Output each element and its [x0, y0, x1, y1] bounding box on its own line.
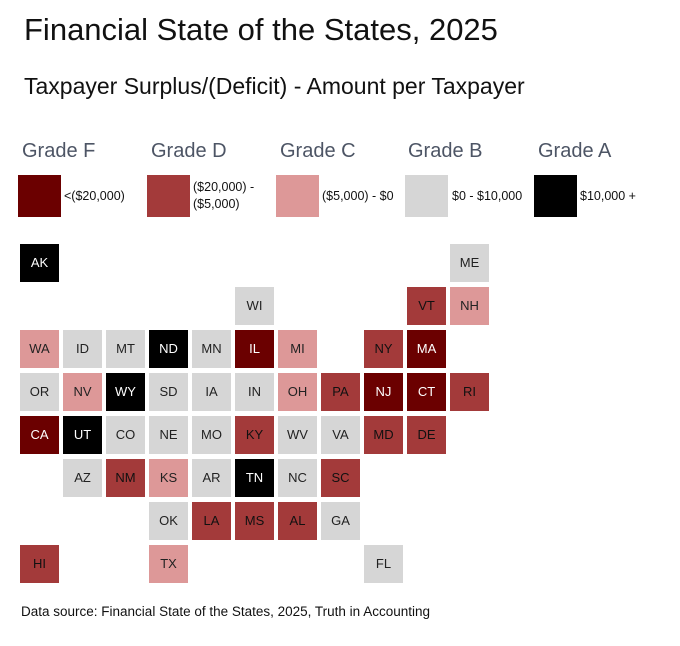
- state-tile-ut: UT: [63, 416, 102, 454]
- state-tile-ma: MA: [407, 330, 446, 368]
- legend-swatch-f: [18, 175, 61, 217]
- state-tile-ri: RI: [450, 373, 489, 411]
- state-tile-ia: IA: [192, 373, 231, 411]
- state-tile-pa: PA: [321, 373, 360, 411]
- legend-range-c: ($5,000) - $0: [322, 189, 394, 203]
- legend-grade-b: Grade B: [408, 140, 483, 162]
- state-tile-la: LA: [192, 502, 231, 540]
- legend-grade-d: Grade D: [151, 140, 227, 162]
- state-tile-co: CO: [106, 416, 145, 454]
- state-tile-nc: NC: [278, 459, 317, 497]
- state-tile-tn: TN: [235, 459, 274, 497]
- state-tile-md: MD: [364, 416, 403, 454]
- state-tile-id: ID: [63, 330, 102, 368]
- state-tile-sc: SC: [321, 459, 360, 497]
- data-source-note: Data source: Financial State of the Stat…: [21, 604, 430, 619]
- state-tile-oh: OH: [278, 373, 317, 411]
- legend-grade-f: Grade F: [22, 140, 96, 162]
- legend-swatch-b: [405, 175, 448, 217]
- state-tile-ms: MS: [235, 502, 274, 540]
- legend-range-d: ($20,000) - ($5,000): [193, 180, 255, 211]
- state-tile-ky: KY: [235, 416, 274, 454]
- state-tile-ok: OK: [149, 502, 188, 540]
- chart-title: Financial State of the States, 2025: [24, 12, 498, 47]
- state-tile-sd: SD: [149, 373, 188, 411]
- state-tile-ny: NY: [364, 330, 403, 368]
- state-tile-az: AZ: [63, 459, 102, 497]
- state-tile-fl: FL: [364, 545, 403, 583]
- state-tile-va: VA: [321, 416, 360, 454]
- state-tile-wi: WI: [235, 287, 274, 325]
- state-tile-ga: GA: [321, 502, 360, 540]
- legend-grade-a: Grade A: [538, 140, 612, 162]
- chart-subtitle: Taxpayer Surplus/(Deficit) - Amount per …: [24, 73, 525, 99]
- legend-range-b: $0 - $10,000: [452, 189, 523, 203]
- state-tile-ar: AR: [192, 459, 231, 497]
- state-tile-nv: NV: [63, 373, 102, 411]
- state-tile-me: ME: [450, 244, 489, 282]
- legend-range-f: <($20,000): [64, 189, 125, 203]
- state-tile-al: AL: [278, 502, 317, 540]
- state-tile-wy: WY: [106, 373, 145, 411]
- legend-swatch-c: [276, 175, 319, 217]
- state-tile-nd: ND: [149, 330, 188, 368]
- legend-swatch-d: [147, 175, 190, 217]
- state-tile-in: IN: [235, 373, 274, 411]
- state-tile-hi: HI: [20, 545, 59, 583]
- state-tile-ca: CA: [20, 416, 59, 454]
- state-tile-ks: KS: [149, 459, 188, 497]
- state-tile-wv: WV: [278, 416, 317, 454]
- state-tile-nm: NM: [106, 459, 145, 497]
- state-tile-il: IL: [235, 330, 274, 368]
- state-tile-de: DE: [407, 416, 446, 454]
- state-tile-ne: NE: [149, 416, 188, 454]
- state-tile-ct: CT: [407, 373, 446, 411]
- state-tile-ak: AK: [20, 244, 59, 282]
- state-tile-mt: MT: [106, 330, 145, 368]
- state-tile-nj: NJ: [364, 373, 403, 411]
- state-tile-tx: TX: [149, 545, 188, 583]
- state-tile-mi: MI: [278, 330, 317, 368]
- state-tile-vt: VT: [407, 287, 446, 325]
- state-tile-mo: MO: [192, 416, 231, 454]
- legend-range-a: $10,000 +: [580, 189, 636, 203]
- legend-grade-c: Grade C: [280, 140, 356, 162]
- state-tile-or: OR: [20, 373, 59, 411]
- legend-swatch-a: [534, 175, 577, 217]
- state-tile-wa: WA: [20, 330, 59, 368]
- state-tile-mn: MN: [192, 330, 231, 368]
- state-tile-nh: NH: [450, 287, 489, 325]
